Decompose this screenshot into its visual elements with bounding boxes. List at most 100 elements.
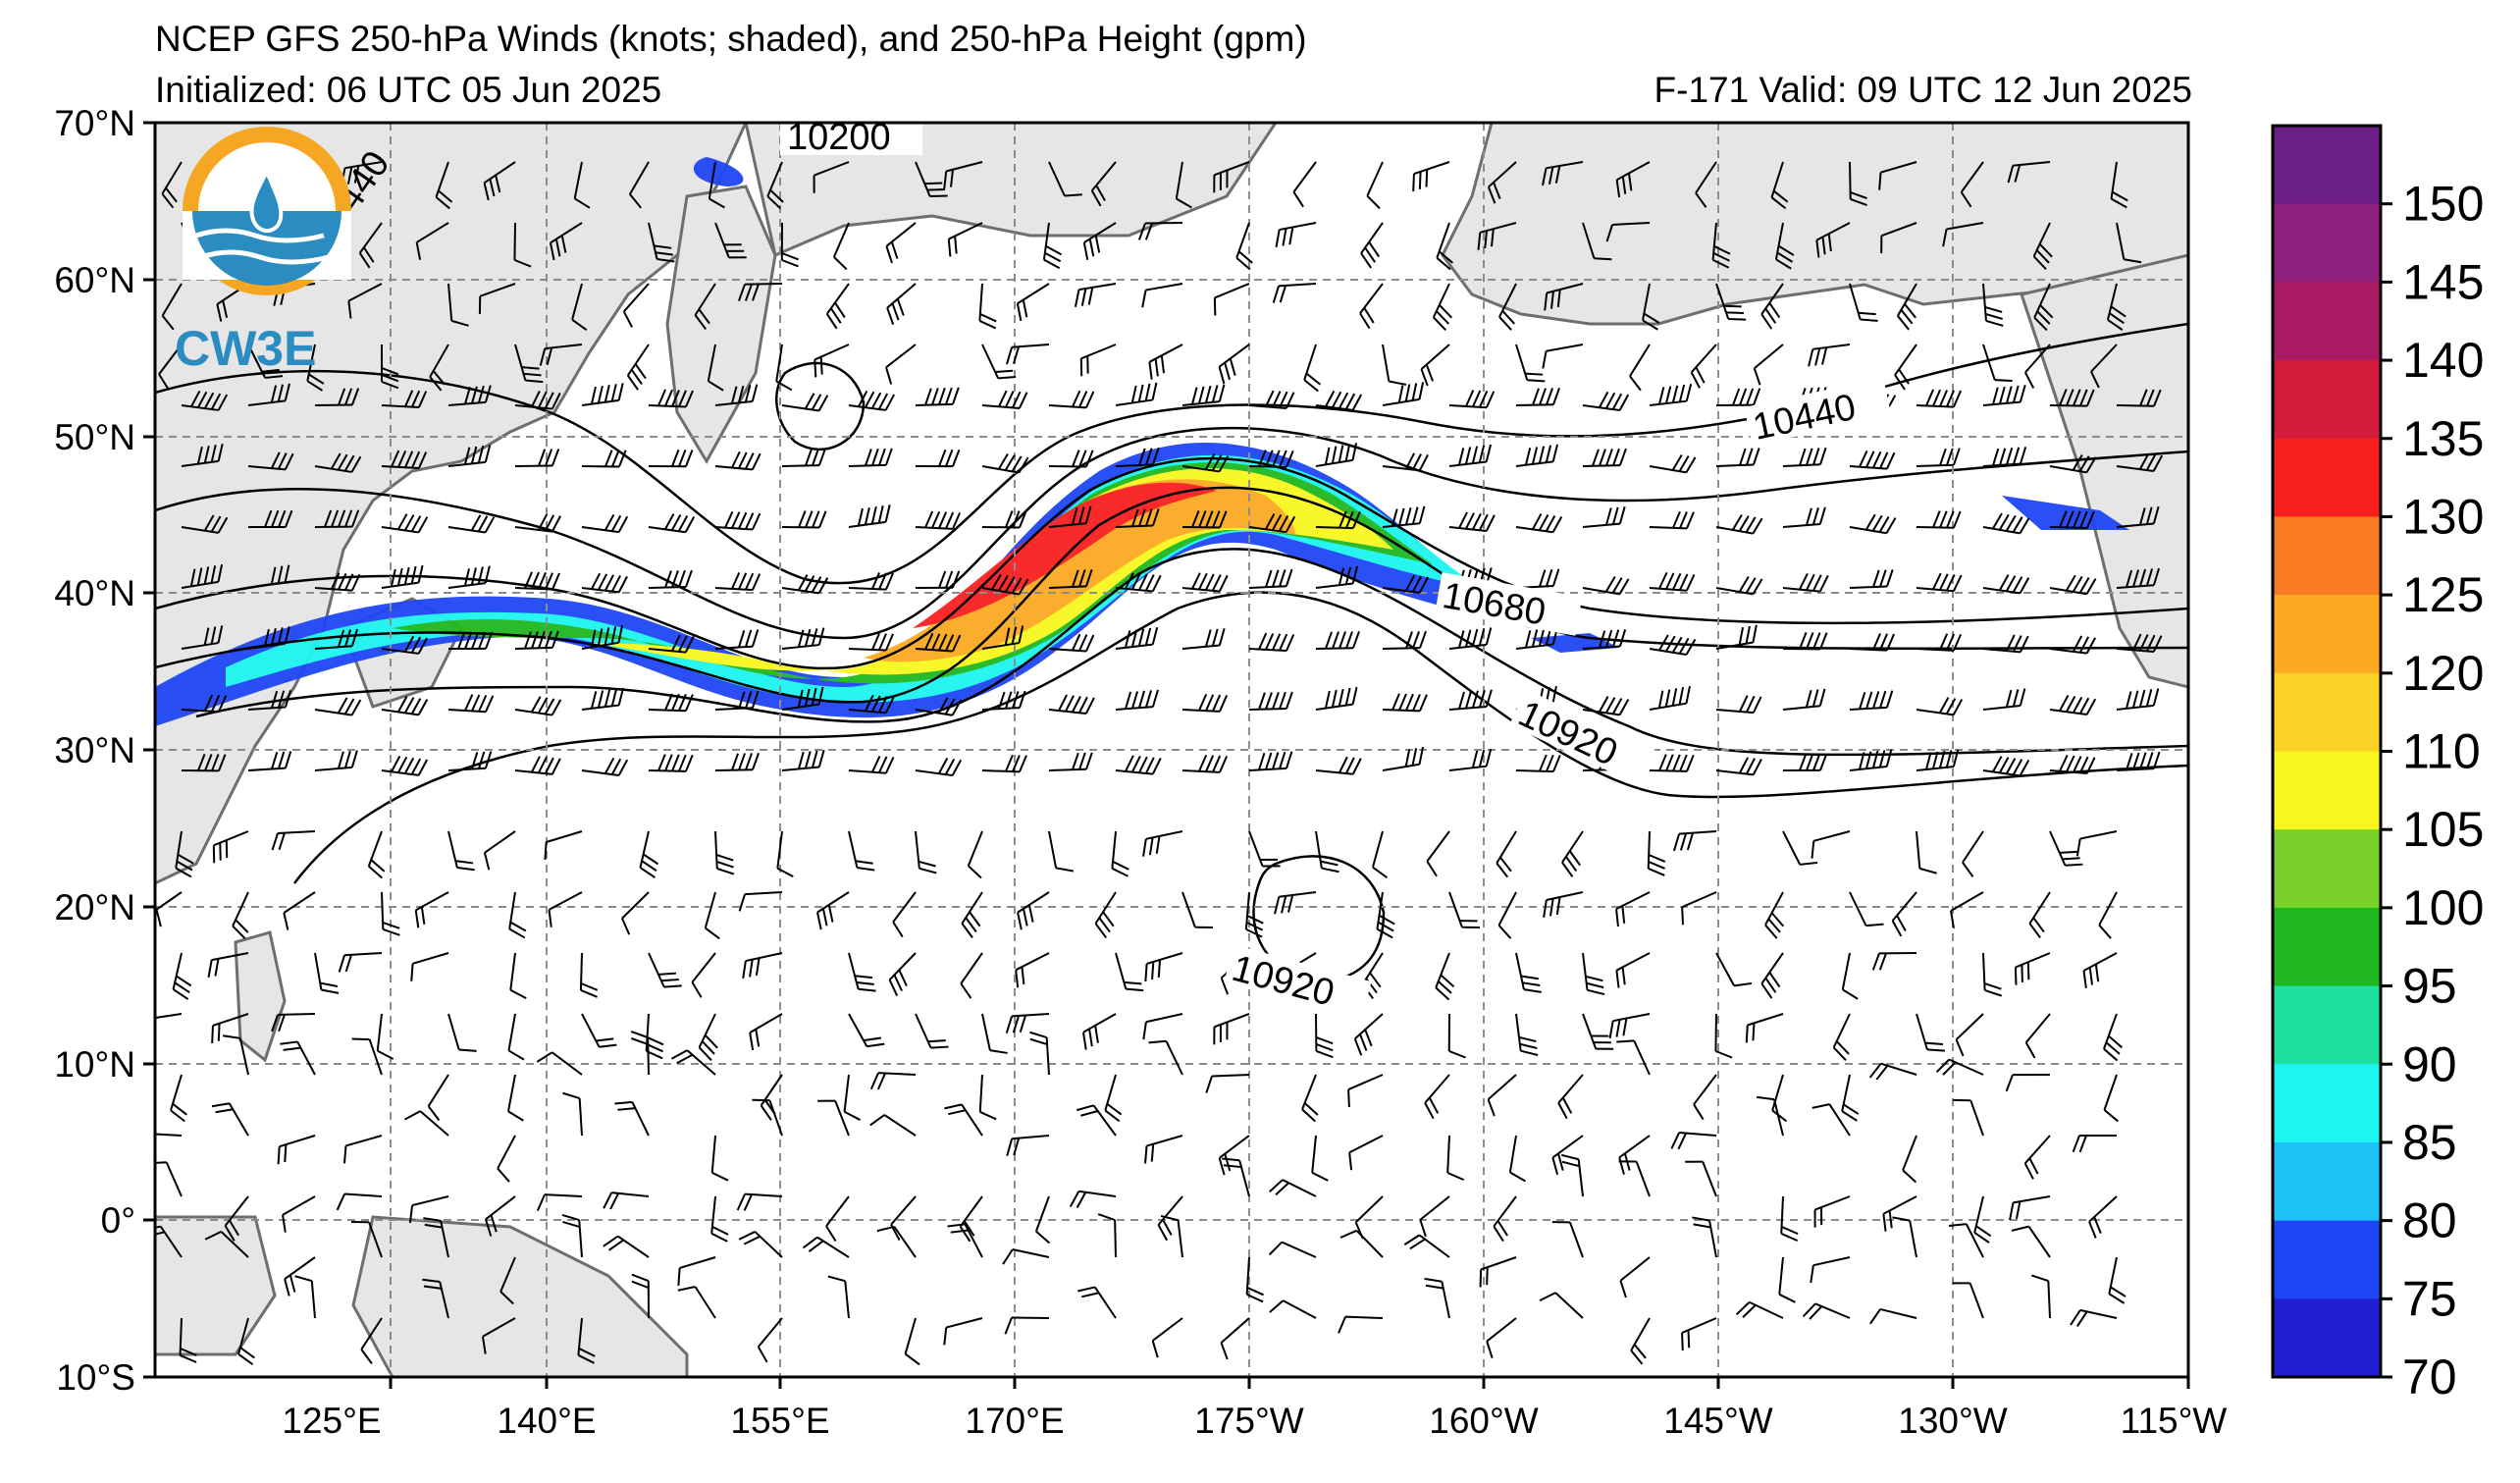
wind-barb [1360,222,1384,269]
wind-barb [1181,384,1226,406]
wind-barb [2024,1013,2051,1059]
wind-barb [507,1074,524,1122]
wind-barb [1004,1316,1050,1335]
wind-barb [1142,1013,1183,1040]
wind-barb [1376,891,1395,939]
wind-barb [1942,222,1984,247]
wind-barb [172,952,192,1000]
wind-barb [848,952,876,992]
wind-barb [2116,688,2160,711]
wind-barb [1315,565,1359,589]
wind-barb [943,1317,983,1346]
wind-barb [1015,952,1050,988]
wind-barb [943,161,983,189]
wind-barb [1849,283,1878,322]
wind-barb [714,690,760,711]
wind-barb [1048,450,1094,468]
colorbar-tick-label: 95 [2402,959,2457,1014]
wind-barb [1832,1013,1851,1061]
wind-barb [832,222,850,271]
colorbar-segment [2273,203,2381,283]
wind-barb [1448,390,1496,409]
wind-barb [2009,1195,2051,1221]
colorbar-frame [2271,124,2383,1379]
wind-barb [175,830,194,878]
wind-barb [1642,283,1660,331]
wind-barb [848,830,875,872]
wind-barb [1244,891,1264,938]
wind-barb [415,222,449,260]
wind-barb [1448,511,1496,532]
wind-barb [408,1195,449,1224]
wind-barb [222,1034,249,1076]
wind-barb [1148,1039,1183,1076]
wind-barb [2028,891,2051,939]
wind-barb [1515,626,1559,650]
wind-barb [1542,344,1584,369]
wind-barb [1248,751,1293,771]
wind-barb [155,1133,183,1137]
wind-barb [1681,1317,1717,1351]
wind-barb [2023,1135,2051,1180]
wind-barb [314,697,362,716]
colorbar-segment [2273,126,2381,205]
wind-barb [1269,1179,1317,1197]
wind-barb [284,1256,316,1297]
new-guinea [351,1215,689,1377]
wind-barb [1220,1317,1250,1360]
wind-barb [1649,634,1697,657]
wind-barb [981,625,1024,650]
wind-barb [1006,1135,1050,1156]
wind-barb [708,161,725,209]
wind-barb [1647,830,1666,876]
wind-barb [1935,1058,1984,1076]
wind-barb [2110,161,2128,209]
wind-barb [514,391,561,410]
wind-barb [1896,283,1917,331]
wind-barb [1515,952,1542,993]
wind-barb [1695,161,1717,208]
wind-barb [915,1013,949,1049]
wind-barb [410,952,449,981]
wind-barb [581,624,624,650]
wind-barb [802,1236,850,1258]
wind-barb [1292,161,1317,208]
wind-barb [947,1223,983,1258]
wind-barb [1248,830,1281,868]
wind-barb [1685,1160,1717,1197]
wind-barb [381,344,399,390]
wind-barb [1605,222,1651,242]
wind-barb [1878,161,1917,190]
wind-barb [2011,1225,2051,1258]
wind-barb [358,222,383,269]
lat-tick-label: 0° [101,1200,135,1241]
wind-barb [848,755,895,774]
wind-barb [843,1074,861,1121]
wind-barb [271,1013,316,1033]
graticule [155,123,2188,1377]
wind-barb [2007,161,2051,184]
wind-barb [960,952,983,999]
lat-tick-label: 30°N [54,730,135,770]
wind-barb [827,1275,850,1319]
wind-barb [1681,891,1717,926]
colorbar-segment [2273,907,2381,987]
wind-barb [581,687,625,711]
wind-barb [1982,756,2030,777]
wind-barb [2075,830,2118,857]
wind-barb [1148,344,1183,380]
lon-tick-label: 155°E [730,1401,829,1441]
colorbar-segment [2273,360,2381,440]
wind-barb [161,283,183,331]
wind-barb [1615,161,1651,198]
valid-time: F-171 Valid: 09 UTC 12 Jun 2025 [1654,70,2192,110]
wind-barb [483,161,516,201]
wind-barb [1692,1216,1717,1258]
wind-barb [1275,222,1317,247]
wind-barb [1137,222,1183,240]
wind-barb [1353,1013,1384,1056]
wind-barb [314,452,362,473]
wind-barb [381,450,428,470]
wind-barb [648,754,694,772]
wind-barb [447,445,492,467]
